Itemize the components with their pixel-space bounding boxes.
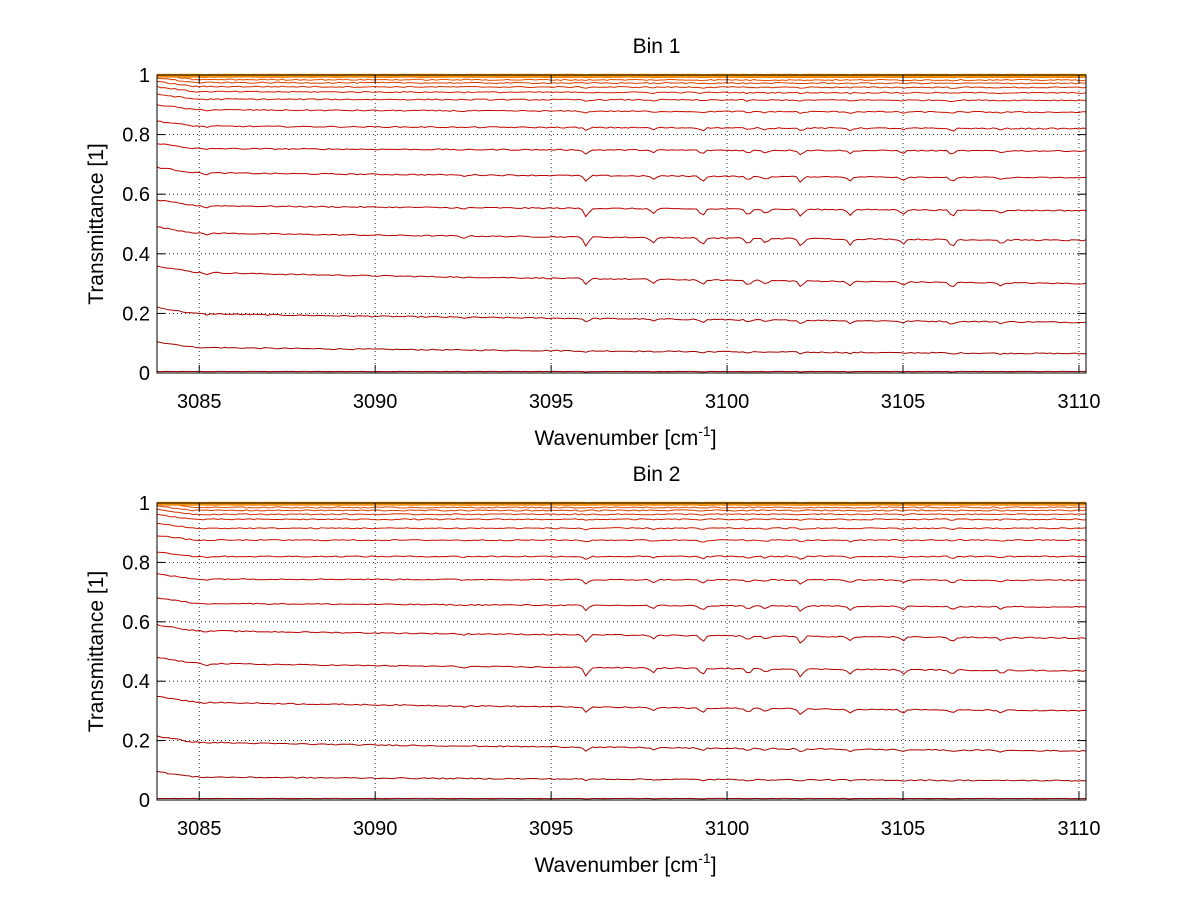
series-line-1 — [156, 797, 1087, 800]
y-tick-label: 1 — [139, 493, 150, 515]
axes-box — [156, 502, 1087, 801]
x-axis-label: Wavenumber [cm-1] — [534, 850, 716, 877]
series-line-11 — [156, 93, 1087, 103]
y-axis-label: Transmittance [1] — [85, 571, 108, 732]
axes-box — [156, 74, 1087, 374]
series-line-15 — [156, 502, 1087, 509]
series-line-16 — [156, 76, 1087, 79]
y-tick-label: 0.8 — [122, 552, 150, 574]
series-line-10 — [156, 104, 1087, 115]
x-tick-label: 3095 — [529, 391, 574, 413]
chart-title: Bin 1 — [633, 35, 681, 58]
series-line-11 — [156, 522, 1087, 531]
y-tick-label: 1 — [139, 65, 150, 87]
series-line-7 — [156, 597, 1087, 612]
series-line-2 — [156, 770, 1087, 782]
y-tick-label: 0 — [139, 790, 150, 812]
x-tick-label: 3085 — [177, 391, 222, 413]
chart-panel-2: 3085 3090 3095 3100 3105 3110 0 0.2 0.4 0.6 0.8 1 Bi… — [85, 463, 1100, 877]
series-line-3 — [156, 735, 1087, 753]
y-tick-label: 0.6 — [122, 612, 150, 634]
y-tick-label: 0.4 — [122, 671, 150, 693]
x-tick-label: 3085 — [177, 818, 222, 840]
series-line-3 — [156, 306, 1087, 325]
series-line-5 — [156, 656, 1087, 678]
y-tick-label: 0.4 — [122, 244, 150, 266]
x-tick-label: 3105 — [881, 818, 926, 840]
series-line-8 — [156, 572, 1087, 585]
x-tick-label: 3100 — [705, 391, 750, 413]
series-line-4 — [156, 265, 1087, 288]
series-line-12 — [156, 85, 1087, 95]
x-tick-label: 3090 — [353, 391, 398, 413]
series-line-15 — [156, 74, 1087, 82]
series-line-7 — [156, 166, 1087, 184]
x-tick-label: 3090 — [353, 818, 398, 840]
series-line-10 — [156, 535, 1087, 543]
series-line-6 — [156, 624, 1087, 644]
chart-title: Bin 2 — [633, 463, 681, 486]
y-tick-label: 0.6 — [122, 184, 150, 206]
series-line-1 — [156, 370, 1087, 373]
series-line-9 — [156, 120, 1087, 132]
chart-panel-1: 3085 3090 3095 3100 3105 3110 0 0.2 0.4 0.6 0.8 1 Bi… — [85, 35, 1100, 450]
y-tick-label: 0.2 — [122, 303, 150, 325]
series-line-8 — [156, 143, 1087, 156]
series-line-13 — [156, 80, 1087, 89]
series-line-12 — [156, 513, 1087, 521]
y-tick-label: 0 — [139, 363, 150, 385]
x-tick-label: 3100 — [705, 818, 750, 840]
series-line-6 — [156, 199, 1087, 218]
series-line-14 — [156, 77, 1087, 85]
series-line-4 — [156, 695, 1087, 715]
series-line-13 — [156, 508, 1087, 516]
x-tick-label: 3105 — [881, 391, 926, 413]
plot-area — [157, 75, 1086, 373]
series-line-14 — [156, 505, 1087, 512]
series-line-2 — [156, 341, 1087, 355]
y-axis-label: Transmittance [1] — [85, 143, 108, 304]
series-line-5 — [156, 226, 1087, 248]
series-line-9 — [156, 551, 1087, 560]
x-tick-label: 3110 — [1057, 818, 1100, 840]
y-tick-label: 0.8 — [122, 125, 150, 147]
x-tick-label: 3110 — [1057, 391, 1100, 413]
y-tick-label: 0.2 — [122, 731, 150, 753]
series-line-16 — [157, 504, 1087, 506]
plot-area — [157, 503, 1086, 800]
x-tick-label: 3095 — [529, 818, 574, 840]
x-axis-label: Wavenumber [cm-1] — [534, 423, 716, 450]
